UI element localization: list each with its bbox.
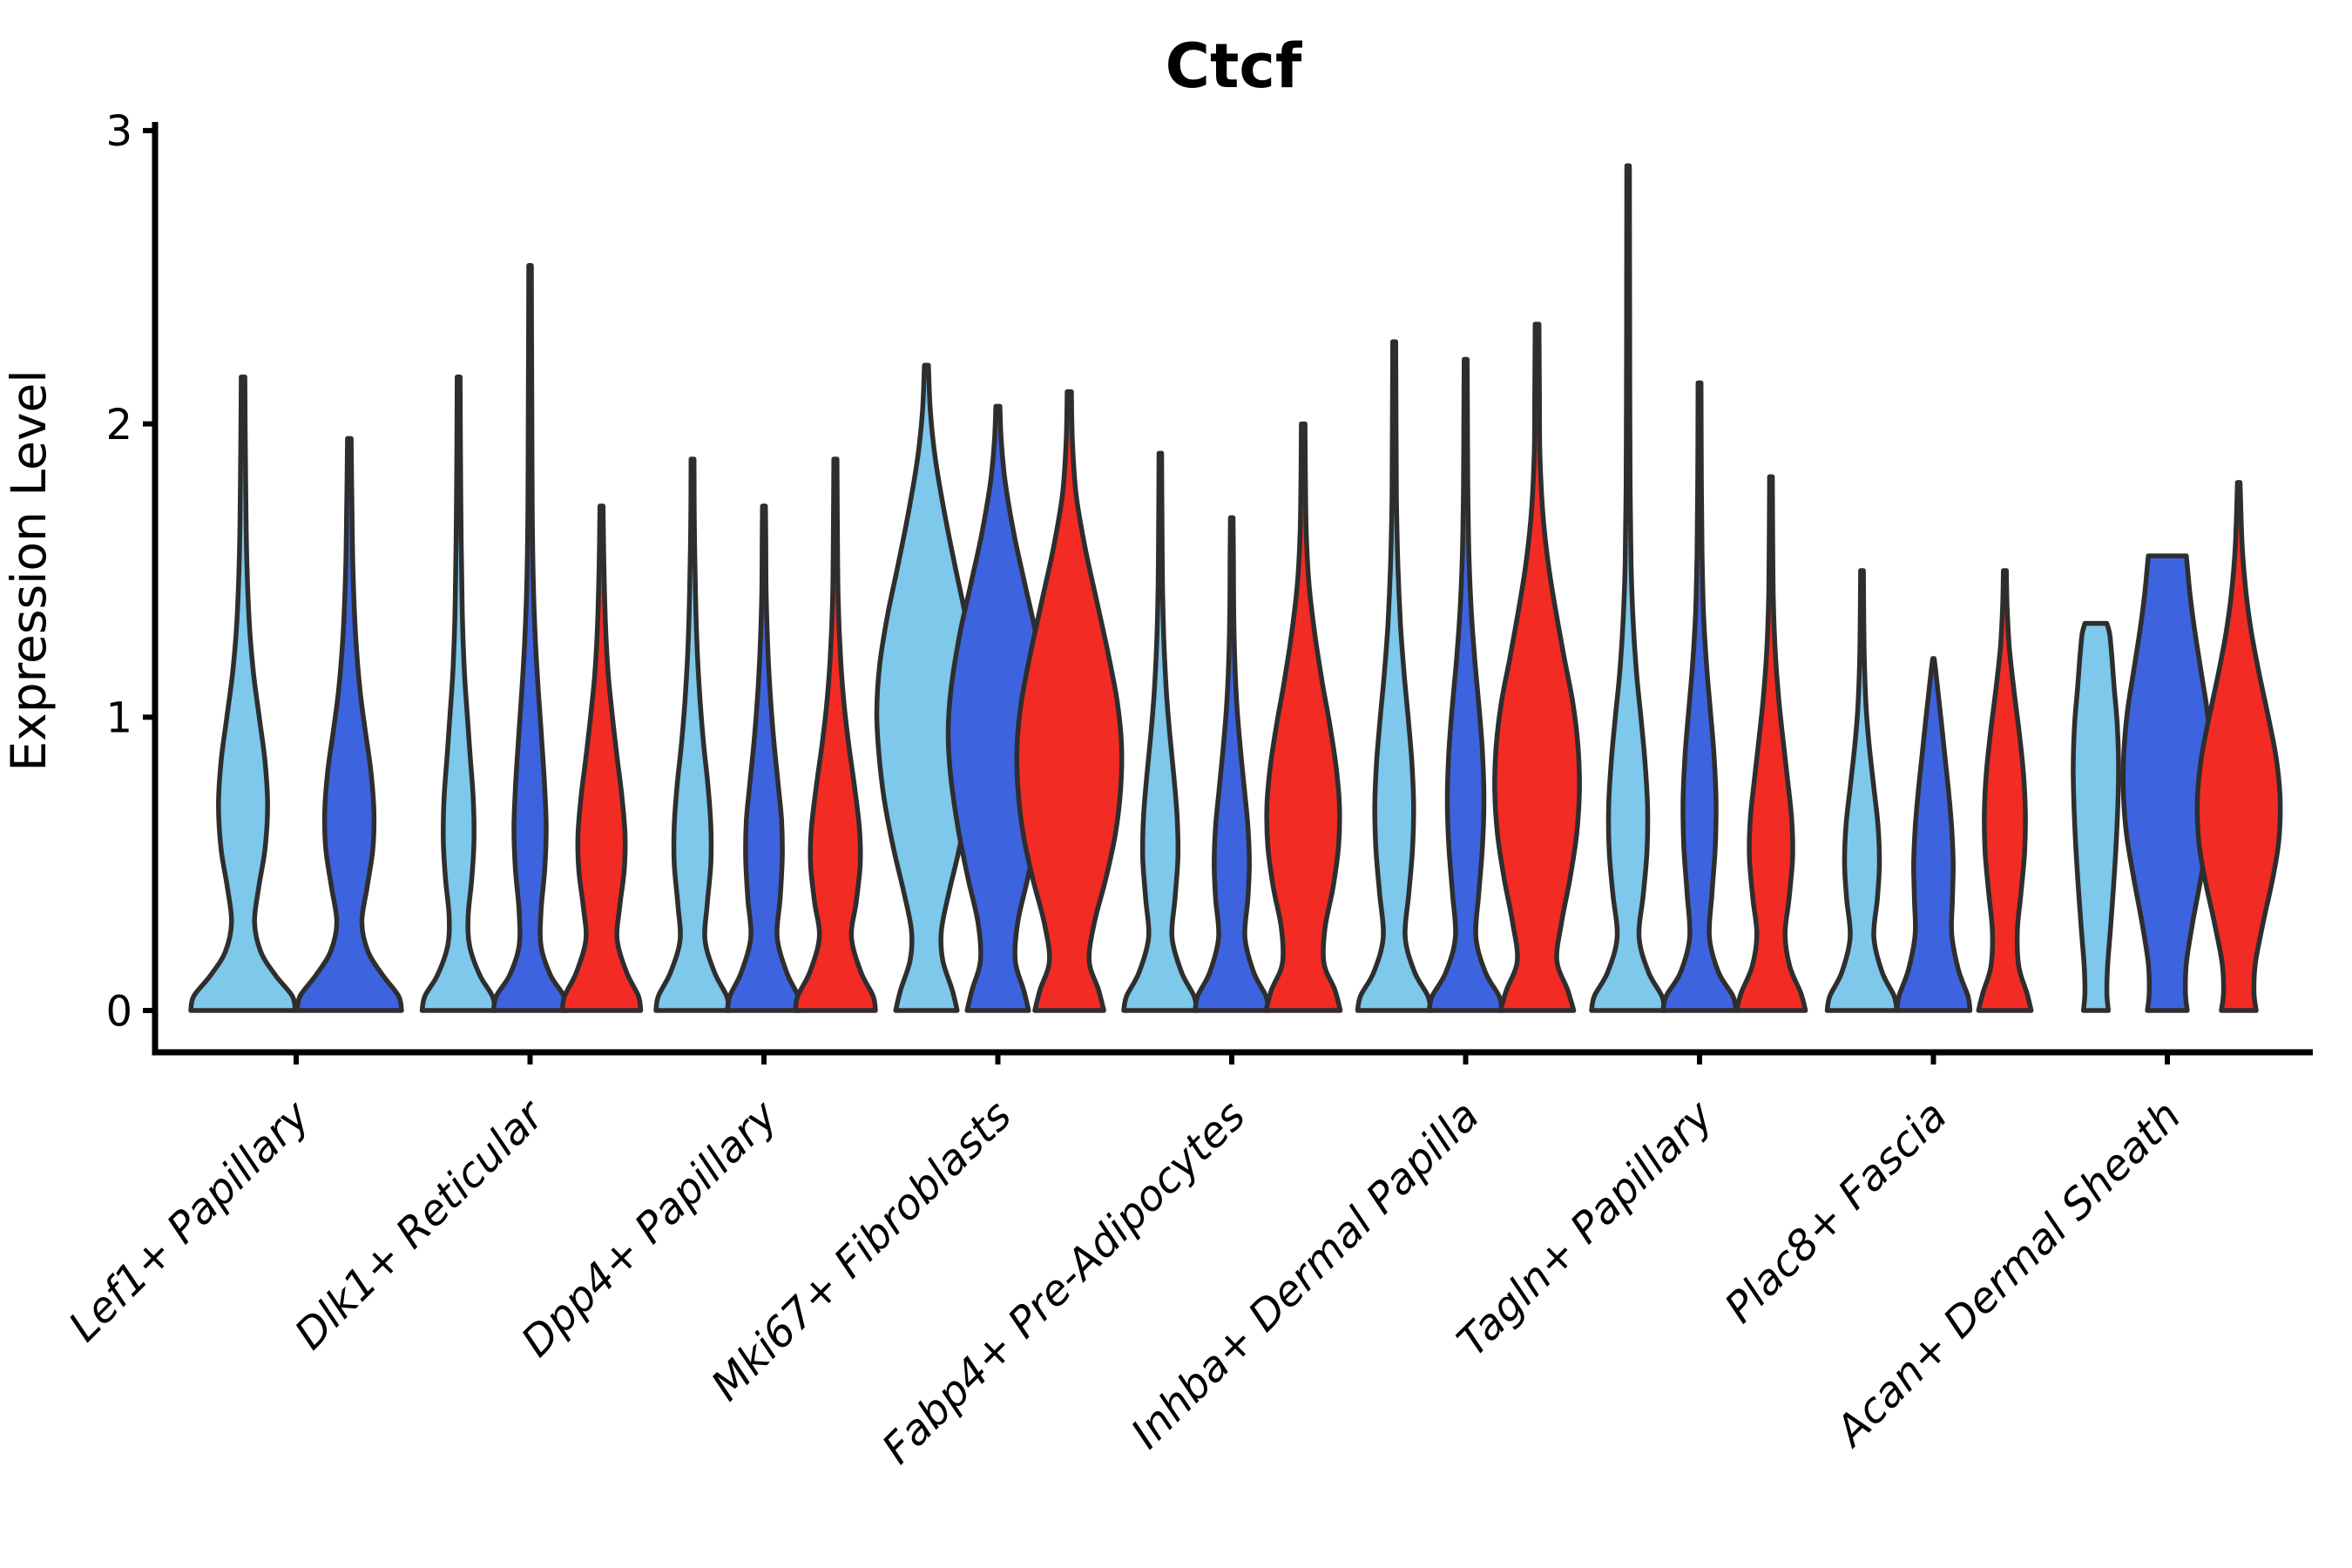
violin-red — [1492, 321, 1582, 1013]
y-tick-label: 3 — [105, 107, 132, 156]
violin-dark_blue — [725, 504, 803, 1013]
violin-red — [793, 456, 878, 1013]
violin-red — [1263, 421, 1343, 1013]
x-tick-label: Tagln+ Papillary — [1448, 1091, 1723, 1366]
y-tick-label: 1 — [105, 694, 132, 743]
x-tick-label: Dlk1+ Reticular — [286, 1090, 556, 1360]
y-tick-label: 0 — [105, 987, 132, 1036]
violin-red — [1976, 568, 2034, 1013]
violin-light_blue — [2071, 620, 2121, 1013]
violin-light_blue — [188, 374, 298, 1013]
violin-red — [1014, 389, 1125, 1013]
violin-red — [2194, 480, 2283, 1013]
violin-light_blue — [653, 456, 732, 1013]
violin-light_blue — [1121, 450, 1200, 1013]
x-tick-label: Lef1+ Papillary — [59, 1091, 320, 1351]
violin-dark_blue — [1894, 656, 1973, 1013]
y-tick-label: 2 — [105, 401, 132, 449]
axes: 0 1 2 3 — [105, 107, 2313, 1064]
y-axis-label: Expression Level — [1, 369, 57, 771]
violin-light_blue — [419, 374, 498, 1013]
violin-dark_blue — [1660, 380, 1739, 1013]
violin-light_blue — [874, 362, 979, 1013]
violin-red — [559, 504, 644, 1013]
violin-light_blue — [1355, 339, 1434, 1013]
violin-light_blue — [1589, 163, 1667, 1013]
violin-plot-area — [188, 163, 2283, 1013]
x-tick-label: Plac8+ Fascia — [1715, 1092, 1957, 1333]
violin-dark_blue — [294, 436, 404, 1013]
violin-dark_blue — [490, 263, 570, 1013]
x-tick-label: Dpp4+ Papillary — [512, 1091, 787, 1366]
chart-title: Ctcf — [1166, 30, 1303, 102]
violin-dark_blue — [1426, 356, 1505, 1013]
violin-dark_blue — [1193, 515, 1271, 1013]
violin-light_blue — [1824, 568, 1900, 1013]
violin-red — [1734, 474, 1808, 1013]
